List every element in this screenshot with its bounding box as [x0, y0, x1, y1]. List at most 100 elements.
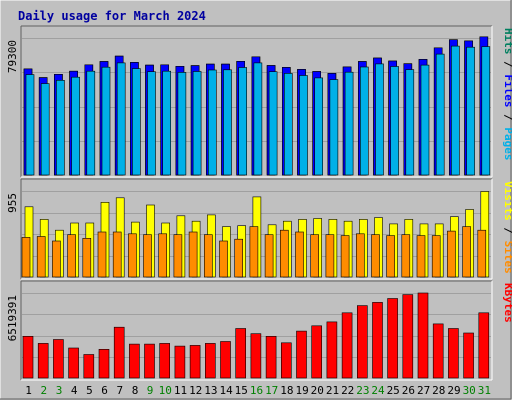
bar-pages-day-2 — [40, 83, 50, 176]
bar-pages-day-31 — [481, 46, 491, 176]
bar-pages-day-19 — [299, 75, 308, 176]
panel-visits-legend: Visits / Sites — [502, 181, 512, 274]
x-tick-label-day-15: 15 — [235, 384, 248, 397]
bar-sites-day-5 — [82, 238, 92, 278]
bar-sites-day-22 — [340, 235, 350, 278]
x-tick-label-day-19: 19 — [295, 384, 308, 397]
bar-sites-day-11 — [173, 234, 183, 278]
legend-files: Files — [502, 74, 512, 107]
panel-visits: 955 Visits / Sites — [6, 178, 512, 280]
x-tick-label-day-10: 10 — [159, 384, 172, 397]
legend-kbytes: KBytes — [502, 283, 512, 323]
bar-sites-day-19 — [295, 231, 304, 278]
bar-sites-day-16 — [249, 226, 259, 278]
bar-kbytes-day-10 — [159, 343, 170, 379]
bar-pages-day-10 — [162, 70, 171, 176]
bar-sites-day-14 — [219, 240, 228, 278]
bar-kbytes-day-26 — [402, 294, 414, 379]
bar-kbytes-day-13 — [205, 343, 216, 379]
bar-pages-day-17 — [268, 71, 278, 176]
bar-kbytes-day-17 — [265, 335, 277, 379]
bar-pages-day-3 — [56, 80, 65, 176]
x-tick-label-day-18: 18 — [280, 384, 293, 397]
x-tick-label-day-24: 24 — [371, 384, 385, 397]
bar-pages-day-15 — [238, 67, 247, 176]
bar-sites-day-6 — [97, 231, 107, 278]
bar-sites-day-8 — [128, 233, 137, 278]
bar-sites-day-30 — [462, 226, 471, 278]
legend-hits: Hits — [502, 28, 512, 55]
x-tick-label-day-30: 30 — [463, 384, 476, 397]
x-tick-label-day-21: 21 — [326, 384, 339, 397]
bar-kbytes-day-28 — [432, 323, 444, 379]
bar-kbytes-day-14 — [220, 341, 231, 379]
bar-pages-day-20 — [314, 77, 324, 176]
bar-sites-day-25 — [386, 235, 395, 278]
legend-separator: / — [502, 55, 512, 75]
bar-pages-day-24 — [375, 63, 384, 176]
x-tick-label-day-13: 13 — [204, 384, 217, 397]
bar-sites-day-2 — [36, 236, 46, 278]
bar-sites-day-28 — [431, 235, 441, 278]
bar-sites-day-23 — [355, 233, 365, 278]
x-tick-label-day-3: 3 — [56, 384, 63, 397]
chart-title: Daily usage for March 2024 — [18, 9, 206, 23]
chart-panels: 79300 Hits / Files / Pages 955 Visits / Sit… — [6, 25, 512, 381]
bar-kbytes-day-24 — [372, 302, 383, 379]
bar-pages-day-9 — [147, 71, 156, 176]
x-tick-label-day-20: 20 — [311, 384, 324, 397]
panel-hits: 79300 Hits / Files / Pages — [6, 25, 512, 178]
x-tick-label-day-16: 16 — [250, 384, 263, 397]
x-tick-label-day-28: 28 — [432, 384, 445, 397]
bar-pages-day-7 — [116, 62, 126, 176]
x-tick-label-day-17: 17 — [265, 384, 278, 397]
bar-sites-day-9 — [143, 234, 152, 278]
bar-pages-day-26 — [405, 69, 415, 176]
panel-kbytes-max-label: 6519391 — [6, 295, 19, 341]
x-tick-label-day-31: 31 — [478, 384, 491, 397]
bar-pages-day-11 — [177, 72, 187, 176]
bar-pages-day-16 — [253, 62, 263, 176]
bar-kbytes-day-30 — [463, 332, 474, 379]
bar-pages-day-13 — [208, 69, 217, 176]
bar-kbytes-day-20 — [311, 325, 323, 379]
bar-pages-day-12 — [192, 71, 202, 176]
x-tick-label-day-23: 23 — [356, 384, 369, 397]
legend-visits: Visits — [502, 181, 512, 221]
bar-pages-day-25 — [390, 66, 399, 176]
bar-sites-day-20 — [310, 234, 320, 278]
bar-kbytes-day-23 — [356, 305, 368, 379]
panel-visits-max-label: 955 — [6, 193, 19, 213]
panel-hits-max-label: 79300 — [6, 40, 19, 73]
bar-sites-day-7 — [112, 231, 122, 278]
bar-sites-day-4 — [67, 234, 76, 278]
legend-sites: Sites — [502, 241, 512, 274]
bar-kbytes-day-16 — [250, 333, 262, 379]
bar-kbytes-day-11 — [174, 345, 186, 379]
bar-sites-day-27 — [416, 235, 426, 278]
bar-kbytes-day-1 — [22, 335, 34, 379]
bar-sites-day-15 — [234, 238, 243, 278]
bar-kbytes-day-27 — [417, 292, 429, 379]
bar-kbytes-day-19 — [296, 330, 307, 379]
bar-sites-day-3 — [52, 240, 61, 278]
x-tick-label-day-22: 22 — [341, 384, 354, 397]
bar-sites-day-29 — [447, 230, 456, 278]
bar-sites-day-21 — [325, 234, 335, 278]
bar-sites-day-24 — [371, 234, 380, 278]
bar-sites-day-13 — [204, 234, 213, 278]
x-tick-label-day-8: 8 — [132, 384, 139, 397]
x-tick-label-day-4: 4 — [71, 384, 78, 397]
bar-pages-day-30 — [466, 46, 475, 176]
x-tick-label-day-25: 25 — [387, 384, 400, 397]
bar-kbytes-day-25 — [387, 298, 398, 379]
bar-pages-day-28 — [435, 53, 445, 176]
bar-kbytes-day-22 — [341, 312, 353, 379]
x-tick-label-day-6: 6 — [101, 384, 108, 397]
bar-kbytes-day-29 — [448, 328, 459, 379]
bar-pages-day-27 — [420, 64, 430, 176]
bar-kbytes-day-21 — [326, 321, 338, 379]
bar-sites-day-31 — [477, 229, 487, 278]
bar-sites-day-1 — [21, 237, 31, 278]
